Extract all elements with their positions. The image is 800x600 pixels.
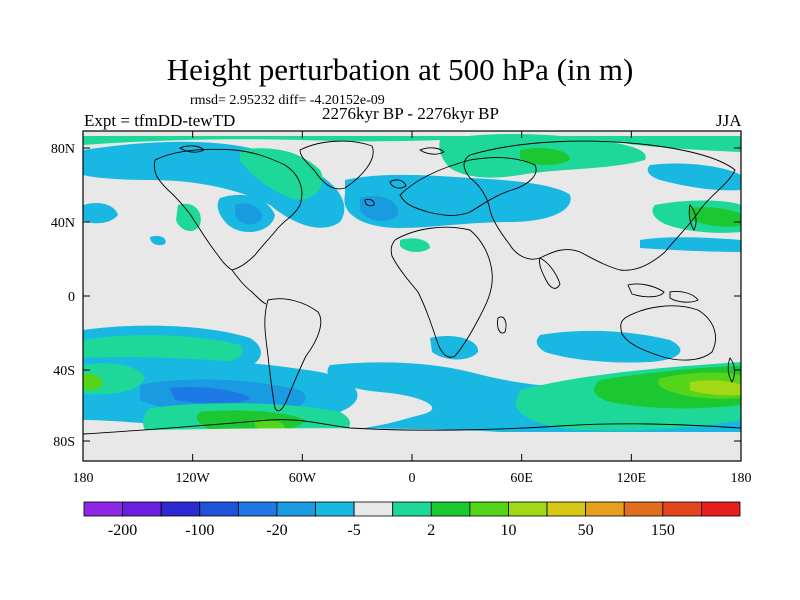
lon-label: 120E [617, 471, 647, 486]
lat-label: 40S [53, 364, 75, 379]
lon-label: 0 [409, 471, 416, 486]
colorbar-swatch [546, 501, 587, 517]
lat-label: 40N [51, 216, 75, 231]
colorbar-swatch [315, 501, 355, 517]
colorbar-swatch [276, 501, 316, 517]
colorbar-swatch [160, 501, 201, 517]
contour-fills [83, 134, 741, 461]
colorbar-swatch [122, 501, 162, 517]
plot-title: Height perturbation at 500 hPa (in m) [166, 52, 634, 87]
map-axes: 80N 40N 0 40S 80S 180 120W 60W 0 60E 120E 180 [51, 131, 752, 486]
colorbar-label: -20 [266, 522, 287, 539]
season-label: JJA [716, 111, 742, 130]
colorbar-label: 2 [427, 522, 435, 539]
colorbar-swatch [662, 501, 702, 517]
lon-label: 180 [731, 471, 752, 486]
lat-label: 0 [68, 290, 75, 305]
colorbar-label: -5 [347, 522, 360, 539]
colorbar-swatch [83, 501, 123, 517]
colorbar-label: 150 [651, 522, 675, 539]
colorbar-label: 10 [500, 522, 516, 539]
lon-label: 120W [176, 471, 211, 486]
colorbar-swatch [199, 501, 239, 517]
colorbar-swatch [701, 501, 741, 517]
colorbar-swatch [392, 501, 432, 517]
experiment-label: Expt = tfmDD-tewTD [84, 111, 236, 130]
colorbar-swatch [353, 501, 394, 517]
period-label: 2276kyr BP - 2276kyr BP [322, 104, 499, 123]
lon-label: 60W [289, 471, 317, 486]
colorbar-label: -100 [185, 522, 214, 539]
coastlines [83, 140, 741, 435]
lon-label: 60E [510, 471, 533, 486]
colorbar-swatch [469, 501, 509, 517]
stats-text: rmsd= 2.95232 diff= -4.20152e-09 [190, 93, 385, 108]
lat-label: 80S [53, 435, 75, 450]
colorbar-label: 50 [578, 522, 594, 539]
lat-label: 80N [51, 142, 75, 157]
colorbar-swatch [585, 501, 625, 517]
lon-label: 180 [73, 471, 94, 486]
colorbar-swatch [508, 501, 548, 517]
colorbar-label: -200 [108, 522, 137, 539]
colorbar-swatch [430, 501, 471, 517]
colorbar-swatch [237, 501, 278, 517]
colorbar-swatch [623, 501, 664, 517]
colorbar: -200 -100 -20 -5 2 10 50 150 [83, 501, 741, 539]
